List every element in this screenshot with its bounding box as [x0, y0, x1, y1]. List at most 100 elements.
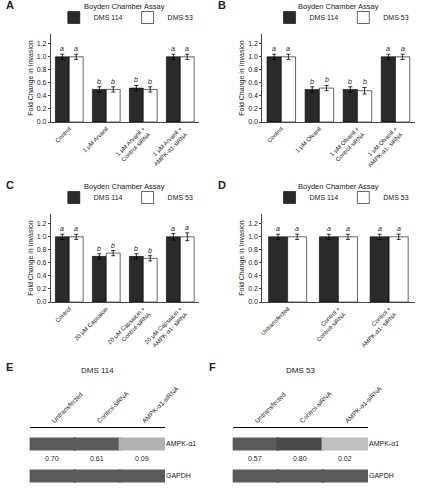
svg-text:a: a: [272, 45, 276, 52]
svg-text:0.6: 0.6: [37, 259, 47, 266]
svg-text:a: a: [401, 45, 405, 52]
svg-text:C: C: [6, 179, 14, 191]
svg-text:b: b: [363, 78, 367, 85]
svg-text:b: b: [310, 78, 314, 85]
svg-text:1.0: 1.0: [248, 233, 258, 240]
svg-text:a: a: [185, 224, 189, 231]
svg-text:Untransfected: Untransfected: [50, 390, 84, 424]
svg-text:DMS 53: DMS 53: [286, 366, 315, 375]
svg-text:Control: Control: [54, 126, 72, 144]
svg-text:Fold Change in Invasion: Fold Change in Invasion: [238, 40, 246, 116]
svg-text:0.09: 0.09: [135, 455, 149, 462]
svg-text:b: b: [111, 78, 115, 85]
svg-text:0.2: 0.2: [248, 285, 258, 292]
svg-text:a: a: [60, 45, 64, 52]
svg-text:a: a: [295, 225, 299, 232]
svg-text:DMS 53: DMS 53: [383, 194, 408, 201]
svg-text:Untransfected: Untransfected: [260, 306, 291, 337]
svg-text:GAPDH: GAPDH: [166, 472, 191, 479]
svg-text:0.0: 0.0: [37, 298, 47, 305]
svg-text:Fold Change in Invasion: Fold Change in Invasion: [27, 40, 35, 116]
svg-text:1 μM Olvanil: 1 μM Olvanil: [294, 126, 322, 154]
svg-text:DMS 114: DMS 114: [310, 14, 339, 21]
svg-text:Control: Control: [54, 306, 72, 324]
svg-text:a: a: [74, 225, 78, 232]
svg-text:b: b: [134, 76, 138, 83]
svg-text:b: b: [134, 245, 138, 252]
svg-text:0.0: 0.0: [248, 118, 258, 125]
svg-text:Control-siRNA: Control-siRNA: [298, 389, 333, 424]
svg-text:20 μM Capsaicin +Control-siRNA: 20 μM Capsaicin +Control-siRNA: [107, 305, 152, 350]
svg-text:a: a: [346, 225, 350, 232]
svg-text:1 μM Arvanil +AMPK-α1-siRNA: 1 μM Arvanil +AMPK-α1-siRNA: [147, 125, 189, 167]
svg-text:Control-siRNA: Control-siRNA: [95, 389, 130, 424]
svg-text:a: a: [286, 45, 290, 52]
svg-text:F: F: [209, 361, 216, 373]
svg-text:20 μM Capsaicin: 20 μM Capsaicin: [73, 306, 109, 342]
svg-text:0.4: 0.4: [37, 272, 47, 279]
svg-text:1.0: 1.0: [248, 53, 258, 60]
svg-text:1 μM Arvanil +Control-siRNA: 1 μM Arvanil +Control-siRNA: [115, 125, 152, 162]
svg-text:DMS 53: DMS 53: [383, 14, 408, 21]
svg-text:a: a: [386, 45, 390, 52]
svg-text:1 μM Arvanil: 1 μM Arvanil: [81, 126, 109, 154]
svg-text:AMPK-α1-siRNA: AMPK-α1-siRNA: [140, 384, 180, 424]
svg-text:0.8: 0.8: [248, 246, 258, 253]
svg-text:Fold Change in Invasion: Fold Change in Invasion: [27, 220, 35, 296]
svg-text:DMS 114: DMS 114: [81, 366, 114, 375]
svg-text:AMPK-α1-siRNA: AMPK-α1-siRNA: [344, 384, 384, 424]
svg-text:0.2: 0.2: [37, 285, 47, 292]
svg-text:1.2: 1.2: [248, 40, 258, 47]
svg-text:a: a: [60, 225, 64, 232]
svg-text:0.8: 0.8: [37, 66, 47, 73]
svg-text:0.57: 0.57: [248, 455, 262, 462]
svg-text:0.61: 0.61: [90, 455, 104, 462]
svg-text:20 μM Capsaicin +AMPK-α1- siRN: 20 μM Capsaicin +AMPK-α1- siRNA: [144, 305, 189, 350]
svg-text:b: b: [148, 247, 152, 254]
svg-text:b: b: [148, 78, 152, 85]
svg-text:1 μM Olvanil +AMPK-α1- siRNA: 1 μM Olvanil +AMPK-α1- siRNA: [361, 125, 404, 168]
svg-text:E: E: [6, 361, 13, 373]
svg-text:1.2: 1.2: [37, 40, 47, 47]
svg-text:a: a: [276, 225, 280, 232]
svg-text:DMS 114: DMS 114: [94, 14, 123, 21]
svg-text:0.8: 0.8: [248, 66, 258, 73]
svg-text:b: b: [325, 76, 329, 83]
svg-text:0.02: 0.02: [338, 455, 352, 462]
svg-text:Boyden Chamber Assay: Boyden Chamber Assay: [298, 182, 379, 191]
svg-text:GAPDH: GAPDH: [369, 472, 394, 479]
svg-text:0.8: 0.8: [37, 246, 47, 253]
svg-text:1.0: 1.0: [37, 233, 47, 240]
svg-text:0.80: 0.80: [293, 455, 307, 462]
svg-text:1.2: 1.2: [248, 220, 258, 227]
svg-text:0.6: 0.6: [248, 79, 258, 86]
svg-text:a: a: [171, 225, 175, 232]
svg-text:AMPK-α1: AMPK-α1: [369, 440, 399, 447]
svg-text:1 μM Olvanil +Control-siRNA: 1 μM Olvanil +Control-siRNA: [329, 125, 366, 162]
svg-text:0.2: 0.2: [248, 105, 258, 112]
svg-text:0.4: 0.4: [37, 92, 47, 99]
svg-text:a: a: [397, 225, 401, 232]
svg-text:0.70: 0.70: [45, 455, 59, 462]
svg-text:b: b: [348, 78, 352, 85]
svg-text:a: a: [185, 45, 189, 52]
svg-text:0.2: 0.2: [37, 105, 47, 112]
svg-text:Control +Control-siRNA: Control +Control-siRNA: [310, 305, 347, 342]
svg-text:Boyden Chamber Assay: Boyden Chamber Assay: [84, 182, 165, 191]
svg-text:a: a: [327, 225, 331, 232]
svg-text:Fold Change in Invasion: Fold Change in Invasion: [238, 220, 246, 296]
svg-text:0.4: 0.4: [248, 92, 258, 99]
svg-text:Control +AMPK-α1- siRNA: Control +AMPK-α1- siRNA: [355, 305, 398, 348]
svg-text:AMPK-α1: AMPK-α1: [166, 440, 196, 447]
svg-text:Control: Control: [266, 126, 284, 144]
svg-text:DMS 114: DMS 114: [310, 194, 339, 201]
svg-text:b: b: [111, 242, 115, 249]
svg-text:b: b: [97, 245, 101, 252]
svg-text:0.4: 0.4: [248, 272, 258, 279]
svg-text:DMS 53: DMS 53: [168, 194, 193, 201]
svg-text:0.0: 0.0: [37, 118, 47, 125]
svg-text:DMS 53: DMS 53: [168, 14, 193, 21]
svg-text:DMS 114: DMS 114: [94, 194, 123, 201]
svg-text:Boyden Chamber Assay: Boyden Chamber Assay: [84, 2, 165, 11]
svg-text:a: a: [378, 225, 382, 232]
